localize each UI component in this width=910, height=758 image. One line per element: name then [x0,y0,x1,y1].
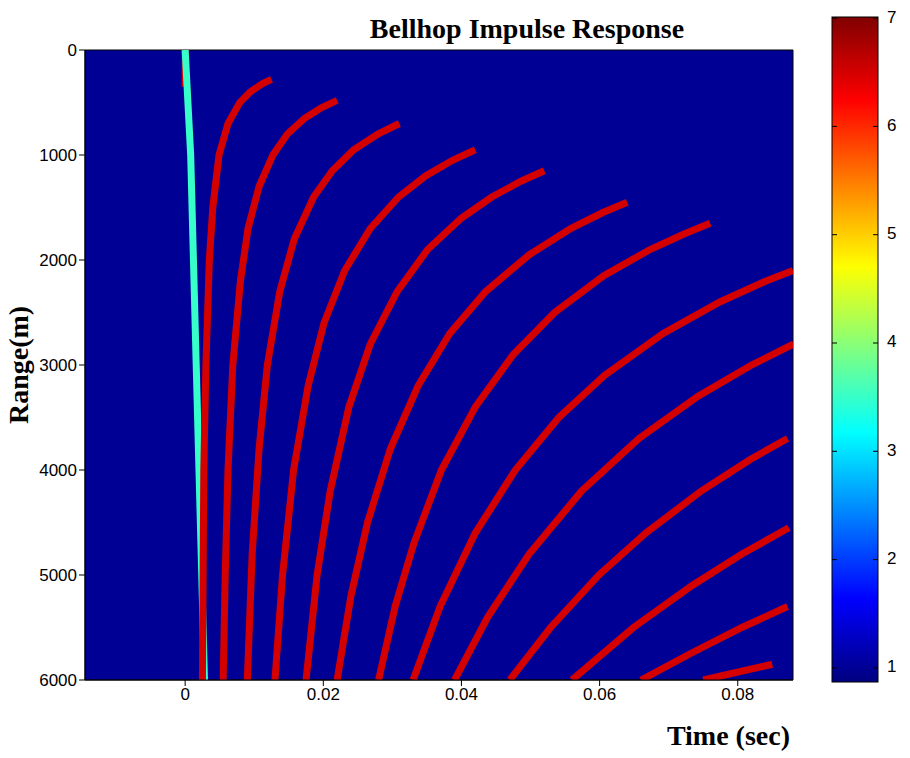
svg-text:Range(m): Range(m) [3,306,34,424]
svg-text:2: 2 [887,549,896,568]
svg-text:4: 4 [887,332,896,351]
svg-text:0.04: 0.04 [445,685,478,704]
svg-text:Bellhop Impulse Response: Bellhop Impulse Response [370,13,684,44]
svg-text:6: 6 [887,116,896,135]
svg-text:5000: 5000 [39,566,77,585]
svg-text:5: 5 [887,224,896,243]
svg-text:0.02: 0.02 [307,685,340,704]
svg-text:2000: 2000 [39,251,77,270]
svg-text:6000: 6000 [39,671,77,690]
svg-text:0.08: 0.08 [721,685,754,704]
svg-text:3000: 3000 [39,356,77,375]
svg-text:0: 0 [68,41,77,60]
svg-text:3: 3 [887,441,896,460]
svg-text:0: 0 [180,685,189,704]
svg-text:1000: 1000 [39,146,77,165]
svg-text:1: 1 [887,657,896,676]
svg-text:7: 7 [887,8,896,27]
svg-text:0.06: 0.06 [583,685,616,704]
svg-text:4000: 4000 [39,461,77,480]
svg-text:Time (sec): Time (sec) [667,720,790,751]
